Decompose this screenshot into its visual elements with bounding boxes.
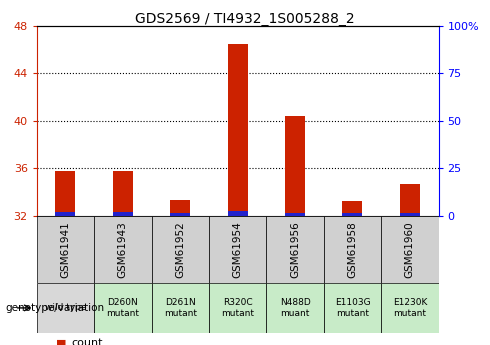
Bar (151, 216, 209, 283)
Text: D260N
mutant: D260N mutant (106, 298, 139, 318)
Bar (267, 216, 324, 283)
Text: GDS2569 / TI4932_1S005288_2: GDS2569 / TI4932_1S005288_2 (135, 12, 355, 26)
Text: GSM61954: GSM61954 (233, 221, 243, 278)
Text: N488D
muant: N488D muant (280, 298, 311, 318)
Text: GSM61956: GSM61956 (290, 221, 300, 278)
Text: GSM61941: GSM61941 (60, 221, 71, 278)
Text: GSM61952: GSM61952 (175, 221, 185, 278)
Bar (343, 213, 363, 216)
Bar (285, 116, 305, 216)
Bar (285, 213, 305, 216)
Text: R320C
mutant: R320C mutant (221, 298, 254, 318)
Text: ■: ■ (56, 338, 67, 345)
Bar (209, 216, 267, 283)
Bar (37, 216, 94, 283)
Bar (209, 283, 267, 333)
Bar (343, 201, 363, 216)
Text: GSM61943: GSM61943 (118, 221, 128, 278)
Bar (170, 213, 190, 216)
Bar (55, 212, 75, 216)
Bar (113, 212, 133, 216)
Text: GSM61960: GSM61960 (405, 221, 415, 278)
Bar (113, 170, 133, 216)
Bar (324, 216, 381, 283)
Bar (381, 283, 439, 333)
Bar (227, 211, 247, 216)
Text: E1103G
mutant: E1103G mutant (335, 298, 370, 318)
Bar (37, 283, 94, 333)
Bar (170, 200, 190, 216)
Text: GSM61958: GSM61958 (347, 221, 357, 278)
Text: E1230K
mutant: E1230K mutant (392, 298, 427, 318)
Bar (324, 283, 381, 333)
Bar (400, 213, 420, 216)
Bar (381, 216, 439, 283)
Bar (94, 216, 151, 283)
Bar (400, 184, 420, 216)
Bar (94, 283, 151, 333)
Bar (151, 283, 209, 333)
Text: genotype/variation: genotype/variation (5, 303, 104, 313)
Text: count: count (71, 338, 102, 345)
Bar (227, 44, 247, 216)
Text: wild type: wild type (45, 303, 86, 313)
Bar (55, 170, 75, 216)
Bar (267, 283, 324, 333)
Text: D261N
mutant: D261N mutant (164, 298, 197, 318)
